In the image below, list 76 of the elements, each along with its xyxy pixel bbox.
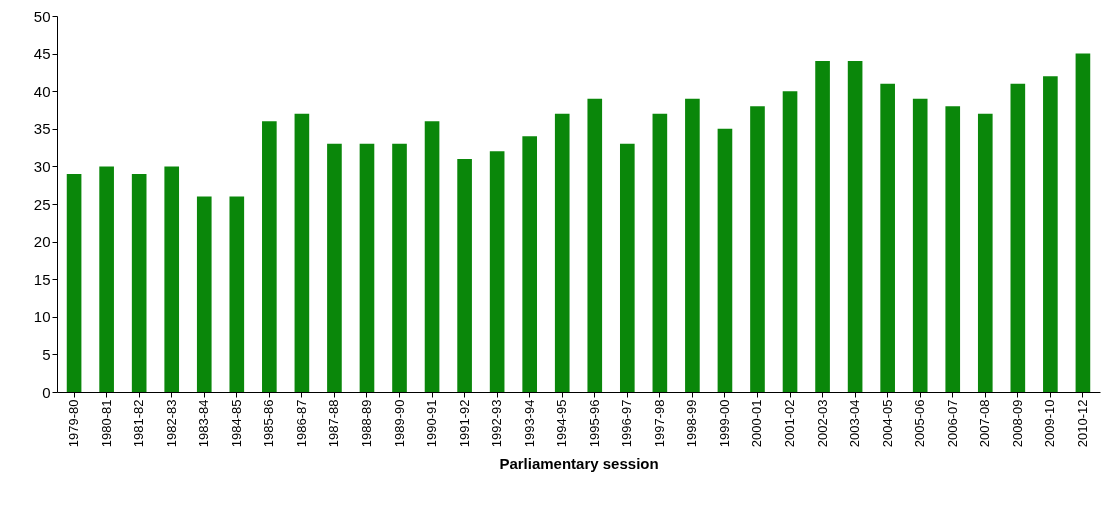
bar — [229, 196, 245, 392]
x-tick-label: 2000-01 — [749, 399, 765, 448]
x-tick-label: 2009-10 — [1042, 399, 1058, 448]
bar — [489, 151, 505, 392]
bar — [554, 113, 570, 392]
bar — [685, 98, 700, 392]
bar — [1075, 53, 1091, 392]
bar — [717, 128, 733, 392]
y-tick-label: 5 — [42, 345, 51, 363]
bar — [522, 136, 538, 392]
x-tick-label: 1983-84 — [196, 399, 212, 448]
bar — [652, 113, 668, 392]
bar — [327, 143, 342, 392]
y-tick-label: 10 — [33, 308, 51, 326]
x-tick-label: 1997-98 — [651, 399, 667, 448]
x-tick-label: 2006-07 — [944, 399, 960, 448]
bar — [945, 106, 961, 392]
x-tick-label: 2010-12 — [1074, 399, 1090, 448]
x-tick-label: 1994-95 — [554, 399, 570, 448]
x-tick-label: 1991-92 — [456, 399, 472, 448]
x-tick-label: 2008-09 — [1009, 399, 1025, 448]
x-tick-label: 2001-02 — [782, 399, 798, 448]
x-tick-label: 1999-00 — [716, 399, 732, 448]
bar — [1010, 83, 1026, 392]
y-tick-label: 40 — [33, 82, 51, 100]
y-tick-label: 50 — [33, 7, 51, 25]
y-tick-label: 35 — [33, 120, 51, 138]
x-axis-title: Parliamentary session — [499, 455, 659, 473]
bar — [262, 121, 277, 392]
x-tick-label: 1979-80 — [66, 399, 82, 448]
x-tick-label: 1982-83 — [163, 399, 179, 448]
x-tick-label: 1989-90 — [391, 399, 407, 448]
bar — [1043, 76, 1058, 392]
x-tick-label: 1987-88 — [326, 399, 342, 448]
bar — [880, 83, 895, 392]
x-tick-label: 1992-93 — [489, 399, 505, 448]
x-tick-label: 1984-85 — [228, 399, 244, 448]
y-tick-label: 20 — [33, 233, 51, 251]
bar — [164, 166, 180, 392]
bar — [587, 98, 603, 392]
bar — [912, 98, 928, 392]
bar — [457, 158, 472, 392]
bar — [847, 61, 863, 392]
x-tick-label: 2005-06 — [912, 399, 928, 448]
bar — [359, 143, 375, 392]
bar — [424, 121, 440, 392]
x-tick-label: 1985-86 — [261, 399, 277, 448]
x-tick-label: 1981-82 — [131, 399, 147, 448]
x-tick-label: 2002-03 — [814, 399, 830, 448]
bar — [196, 196, 212, 392]
x-tick-label: 2003-04 — [847, 399, 863, 448]
bar — [66, 173, 82, 392]
y-tick-label: 0 — [42, 383, 51, 401]
bar — [977, 113, 993, 392]
x-tick-label: 1980-81 — [98, 399, 114, 448]
x-tick-label: 2007-08 — [977, 399, 993, 448]
y-tick-label: 25 — [33, 195, 51, 213]
x-tick-label: 2004-05 — [879, 399, 895, 448]
x-tick-label: 1990-91 — [424, 399, 440, 448]
y-tick-label: 30 — [33, 157, 51, 175]
bar — [131, 173, 147, 392]
bar — [815, 61, 830, 392]
bar — [99, 166, 114, 392]
x-tick-label: 1996-97 — [619, 399, 635, 448]
y-tick-label: 15 — [33, 270, 51, 288]
bar — [392, 143, 407, 392]
bar — [750, 106, 765, 392]
bar — [782, 91, 798, 392]
x-tick-label: 1998-99 — [684, 399, 700, 448]
bar — [294, 113, 310, 392]
x-tick-label: 1993-94 — [521, 399, 537, 448]
x-tick-label: 1995-96 — [586, 399, 602, 448]
y-tick-label: 45 — [33, 45, 51, 63]
bar — [619, 143, 635, 392]
x-tick-label: 1986-87 — [293, 399, 309, 448]
x-tick-label: 1988-89 — [358, 399, 374, 448]
